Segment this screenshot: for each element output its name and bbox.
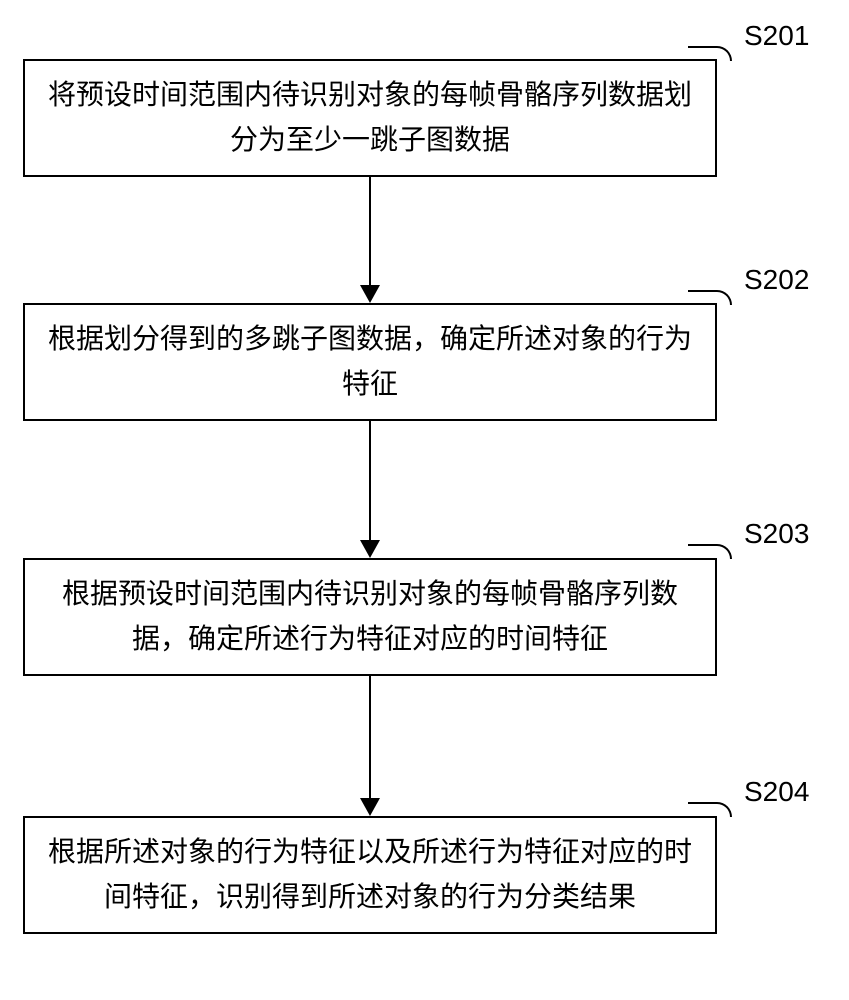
label-s204: S204	[744, 776, 809, 808]
step-box-s202: 根据划分得到的多跳子图数据，确定所述对象的行为特征	[23, 303, 717, 421]
step-box-s201: 将预设时间范围内待识别对象的每帧骨骼序列数据划分为至少一跳子图数据	[23, 59, 717, 177]
step-box-s203: 根据预设时间范围内待识别对象的每帧骨骼序列数据，确定所述行为特征对应的时间特征	[23, 558, 717, 676]
arrow-line-3	[369, 676, 371, 798]
step-text-s202: 根据划分得到的多跳子图数据，确定所述对象的行为特征	[45, 317, 695, 407]
connector-s203	[688, 544, 732, 559]
flowchart-container: S201 将预设时间范围内待识别对象的每帧骨骼序列数据划分为至少一跳子图数据 S…	[0, 0, 849, 1000]
label-s201: S201	[744, 20, 809, 52]
step-text-s203: 根据预设时间范围内待识别对象的每帧骨骼序列数据，确定所述行为特征对应的时间特征	[45, 572, 695, 662]
label-s203: S203	[744, 518, 809, 550]
arrow-line-1	[369, 177, 371, 285]
step-text-s204: 根据所述对象的行为特征以及所述行为特征对应的时间特征，识别得到所述对象的行为分类…	[45, 830, 695, 920]
arrow-line-2	[369, 421, 371, 540]
label-s202: S202	[744, 264, 809, 296]
step-box-s204: 根据所述对象的行为特征以及所述行为特征对应的时间特征，识别得到所述对象的行为分类…	[23, 816, 717, 934]
connector-s204	[688, 802, 732, 817]
arrow-head-1	[360, 285, 380, 303]
arrow-head-3	[360, 798, 380, 816]
arrow-head-2	[360, 540, 380, 558]
step-text-s201: 将预设时间范围内待识别对象的每帧骨骼序列数据划分为至少一跳子图数据	[45, 73, 695, 163]
